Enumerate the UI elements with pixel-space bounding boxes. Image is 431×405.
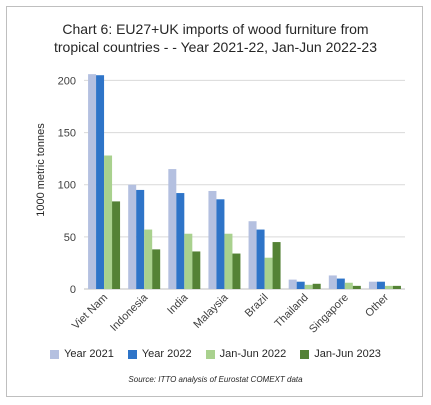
legend-swatch — [127, 349, 137, 359]
y-tick-label: 150 — [58, 128, 76, 140]
x-tick-label: Singapore — [307, 292, 351, 336]
bar — [168, 169, 177, 289]
y-tick-label: 0 — [70, 284, 76, 296]
x-tick-label: Indonesia — [108, 291, 151, 334]
x-tick-label: Other — [363, 291, 391, 319]
bar — [376, 281, 385, 289]
bar — [184, 233, 193, 289]
bar — [176, 193, 185, 289]
bar — [224, 233, 233, 289]
bar — [192, 251, 201, 289]
legend-item: Year 2021 — [50, 348, 114, 360]
bar — [264, 257, 273, 289]
bar — [112, 201, 121, 289]
bar — [104, 155, 113, 289]
bar — [144, 229, 153, 289]
legend-label: Jan-Jun 2023 — [314, 348, 381, 360]
bar — [352, 285, 361, 289]
x-tick-label: India — [165, 291, 191, 317]
legend-label: Year 2021 — [64, 348, 114, 360]
chart-title-line-2: tropical countries - - Year 2021-22, Jan… — [54, 39, 377, 55]
x-tick-label: Brazil — [243, 292, 271, 320]
bar — [248, 221, 257, 289]
bar — [256, 229, 265, 289]
legend-label: Jan-Jun 2022 — [219, 348, 287, 360]
bar — [312, 283, 321, 289]
bar — [328, 275, 337, 289]
bar — [208, 190, 217, 289]
x-tick-label: Thailand — [272, 292, 310, 330]
bar — [288, 279, 297, 289]
bar — [384, 285, 393, 289]
legend-swatch — [300, 349, 310, 359]
bar — [88, 74, 97, 290]
y-tick-label: 100 — [58, 180, 76, 192]
y-tick-label: 50 — [64, 232, 76, 244]
bar — [296, 281, 305, 289]
legend-item: Jan-Jun 2022 — [205, 348, 287, 360]
y-tick-label: 200 — [58, 75, 76, 87]
y-axis-label: 1000 metric tonnes — [35, 123, 47, 217]
y-axis-ticks: 0 50 100 150 200 — [58, 75, 76, 296]
legend-swatch — [50, 349, 60, 359]
bar — [232, 253, 241, 289]
bar — [344, 282, 353, 289]
source-note: Source: ITTO analysis of Eurostat COMEXT… — [128, 375, 303, 384]
bar — [152, 249, 161, 289]
bar — [304, 284, 313, 289]
legend: Year 2021 Year 2022 Jan-Jun 2022 Jan-Jun 20… — [0, 348, 431, 360]
bar — [128, 184, 137, 289]
bar — [272, 242, 281, 289]
legend-label: Year 2022 — [141, 348, 192, 360]
legend-item: Year 2022 — [127, 348, 192, 360]
legend-item: Jan-Jun 2023 — [300, 348, 381, 360]
legend-swatch — [205, 349, 215, 359]
x-tick-label: Viet Nam — [70, 292, 110, 332]
bar — [392, 285, 401, 289]
bars — [88, 74, 401, 290]
x-tick-label: Malaysia — [191, 291, 231, 331]
bar — [368, 281, 377, 289]
bar — [96, 75, 105, 289]
chart-title-line-1: Chart 6: EU27+UK imports of wood furnitu… — [62, 21, 369, 37]
bar — [336, 278, 345, 289]
bar — [216, 199, 225, 289]
bar — [136, 189, 145, 289]
